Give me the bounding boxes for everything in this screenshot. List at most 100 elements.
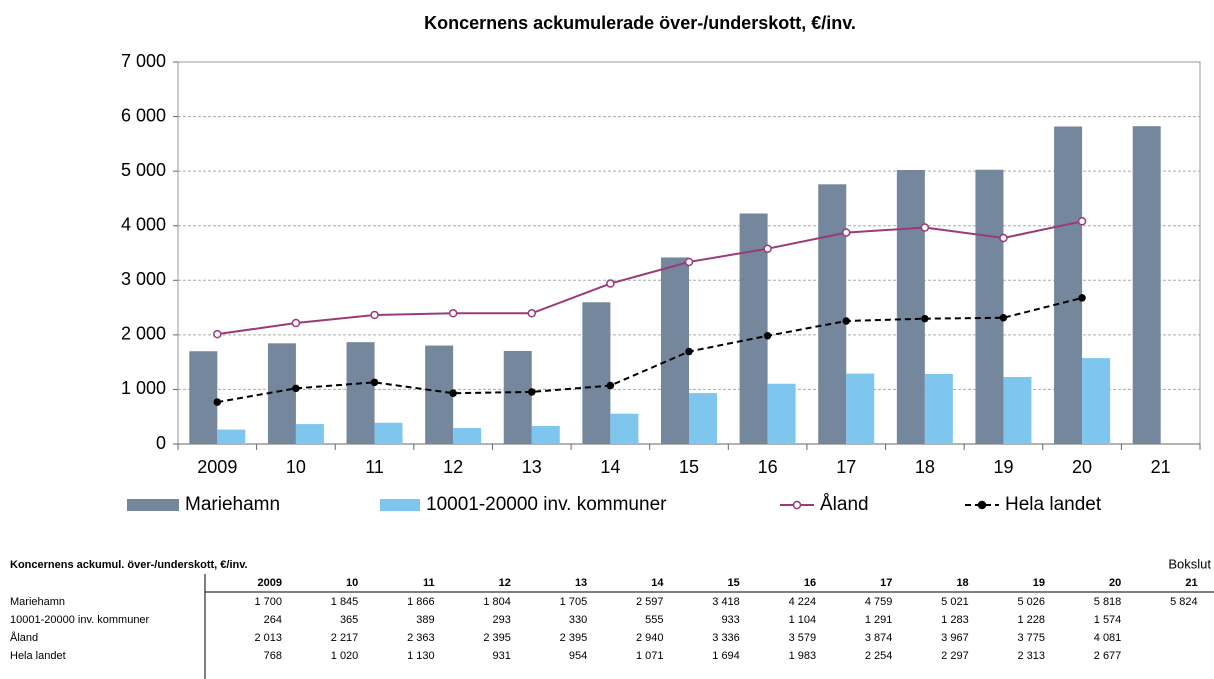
x-tick-label: 14 [600, 457, 620, 477]
bar [503, 350, 532, 444]
table-cell: 3 336 [712, 632, 740, 644]
bar [610, 413, 639, 444]
marker [606, 279, 615, 288]
bar [1054, 126, 1083, 445]
marker [449, 389, 457, 397]
table-cell: 1 804 [483, 596, 511, 608]
marker [684, 257, 694, 267]
y-tick-label: 4 000 [121, 214, 166, 234]
x-tick-label: 21 [1151, 457, 1171, 477]
legend-label: Åland [820, 494, 869, 515]
table-cell: 264 [264, 614, 282, 626]
x-tick-label: 13 [522, 457, 542, 477]
bar [896, 169, 925, 444]
marker [842, 317, 850, 325]
table-note: Bokslut [1168, 556, 1211, 571]
table-cell: 2 395 [560, 632, 588, 644]
legend-label: 10001-20000 inv. kommuner [426, 494, 667, 515]
table-cell: 2 313 [1017, 650, 1045, 662]
table-header: 15 [728, 577, 740, 589]
table-header: 16 [804, 577, 816, 589]
bar [1132, 126, 1161, 445]
marker [841, 228, 851, 237]
table-cell: 2 597 [636, 596, 664, 608]
legend-swatch [380, 499, 420, 511]
table-header: 10 [346, 577, 358, 589]
bar [453, 428, 482, 444]
x-tick-label: 2009 [197, 457, 237, 477]
table-cell: 1 705 [560, 596, 588, 608]
bar [295, 424, 324, 444]
table-cell: 1 845 [331, 596, 359, 608]
table-cell: 1 694 [712, 650, 740, 662]
x-tick-label: 19 [993, 457, 1013, 477]
marker [606, 381, 615, 390]
table-header: 18 [956, 577, 968, 589]
legend-marker [792, 500, 802, 510]
table-cell: 1 700 [254, 596, 282, 608]
table-title: Koncernens ackumul. över-/underskott, €/… [10, 559, 248, 571]
table-cell: 1 020 [331, 650, 359, 662]
table-cell: 1 104 [789, 614, 817, 626]
table-cell: 931 [493, 650, 511, 662]
table-cell: 3 874 [865, 632, 893, 644]
table-cell: 293 [493, 614, 511, 626]
table-cell: 4 759 [865, 596, 893, 608]
table-header: 19 [1033, 577, 1045, 589]
table-header: 12 [499, 577, 511, 589]
bar [1082, 358, 1111, 444]
table-header: 17 [880, 577, 892, 589]
table-cell: 3 579 [789, 632, 817, 644]
bar [661, 257, 689, 444]
bar [767, 383, 796, 444]
y-tick-label: 2 000 [121, 324, 166, 344]
marker [1077, 217, 1087, 226]
bar [374, 422, 403, 444]
y-tick-label: 7 000 [121, 51, 166, 71]
bar [689, 393, 717, 444]
y-tick-label: 5 000 [121, 160, 166, 180]
table-cell: 3 418 [712, 596, 740, 608]
table-row-label: Hela landet [10, 650, 66, 662]
table-cell: 1 283 [941, 614, 969, 626]
line [217, 296, 1083, 404]
x-tick-label: 10 [286, 457, 306, 477]
table-cell: 2 217 [331, 632, 359, 644]
line [217, 220, 1083, 336]
marker [370, 378, 379, 387]
table-cell: 1 574 [1094, 614, 1122, 626]
table-row-label: 10001-20000 inv. kommuner [10, 614, 150, 626]
x-tick-label: 12 [443, 457, 463, 477]
table-cell: 365 [340, 614, 358, 626]
marker [920, 223, 930, 232]
marker [528, 388, 536, 396]
table-cell: 5 818 [1094, 596, 1122, 608]
table-header: 14 [651, 577, 664, 589]
table-cell: 1 071 [636, 650, 664, 662]
marker [763, 244, 772, 253]
bar [818, 184, 847, 445]
marker [213, 398, 222, 406]
table-cell: 4 224 [789, 596, 817, 608]
x-tick-label: 17 [836, 457, 856, 477]
table-cell: 4 081 [1094, 632, 1122, 644]
x-tick-label: 16 [758, 457, 778, 477]
table-header: 2009 [258, 577, 282, 589]
marker [921, 314, 929, 323]
x-tick-label: 18 [915, 457, 935, 477]
bar [531, 425, 560, 444]
table-cell: 1 866 [407, 596, 435, 608]
table-cell: 3 775 [1017, 632, 1045, 644]
table-row-label: Åland [10, 631, 38, 644]
marker [1078, 294, 1086, 302]
table-cell: 2 677 [1094, 650, 1122, 662]
table-header: 21 [1185, 577, 1197, 589]
marker [291, 318, 301, 328]
x-tick-label: 20 [1072, 457, 1092, 477]
table-cell: 2 254 [865, 650, 893, 662]
bar [975, 169, 1004, 444]
bar [189, 351, 218, 444]
bar [924, 373, 953, 444]
marker [999, 314, 1008, 322]
table-cell: 2 013 [254, 632, 282, 644]
